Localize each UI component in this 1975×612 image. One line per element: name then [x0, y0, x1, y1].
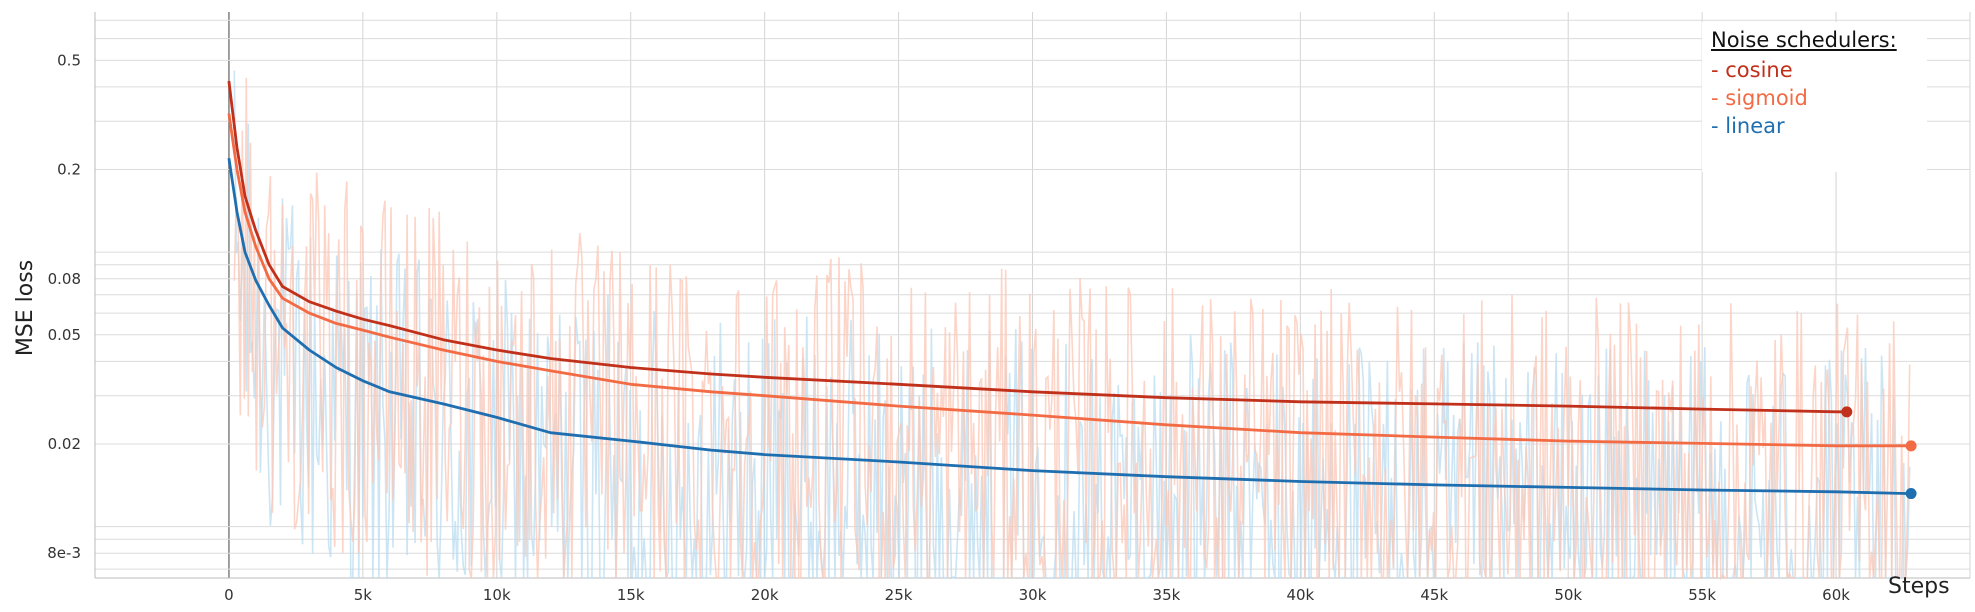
- raw-loss-noise: [233, 70, 1911, 581]
- x-tick-label: 5k: [354, 586, 373, 604]
- series-line-sigmoid: [227, 113, 1912, 448]
- series-line-cosine: [227, 80, 1847, 414]
- legend-item-linear: - linear: [1711, 114, 1785, 138]
- x-tick-label: 0: [224, 586, 234, 604]
- x-tick-label: 60k: [1822, 586, 1850, 604]
- x-tick-label: 15k: [617, 586, 645, 604]
- noise-sigmoid: [233, 77, 1911, 581]
- legend-item-sigmoid: - sigmoid: [1711, 86, 1808, 110]
- series-lines: [227, 80, 1917, 500]
- series-endpoint-linear: [1905, 488, 1917, 500]
- series-line-linear: [227, 157, 1912, 495]
- y-tick-label: 0.08: [48, 270, 81, 288]
- y-tick-label: 0.5: [57, 51, 81, 69]
- y-axis-label: MSE loss: [13, 260, 38, 356]
- noise-linear: [233, 70, 1911, 580]
- legend: Noise schedulers: - cosine - sigmoid - l…: [1702, 22, 1927, 172]
- y-tick-label: 8e-3: [47, 544, 81, 562]
- x-axis-label: Steps: [1888, 574, 1950, 599]
- x-tick-label: 35k: [1153, 586, 1181, 604]
- tick-labels: 0.5 0.2 0.08 0.05 0.02 8e-3 0 5k 10k 15k 20k 25k 30k…: [47, 51, 1850, 604]
- x-tick-label: 30k: [1019, 586, 1047, 604]
- series-endpoint-sigmoid: [1905, 440, 1917, 452]
- legend-title: Noise schedulers:: [1711, 28, 1897, 52]
- x-tick-label: 10k: [483, 586, 511, 604]
- x-tick-label: 45k: [1420, 586, 1448, 604]
- x-tick-label: 25k: [885, 586, 913, 604]
- y-tick-label: 0.05: [48, 326, 81, 344]
- x-tick-label: 20k: [751, 586, 779, 604]
- x-tick-label: 50k: [1554, 586, 1582, 604]
- x-tick-label: 40k: [1286, 586, 1314, 604]
- series-endpoint-cosine: [1841, 406, 1853, 418]
- x-tick-label: 55k: [1688, 586, 1716, 604]
- y-tick-label: 0.2: [57, 161, 81, 179]
- legend-item-cosine: - cosine: [1711, 58, 1793, 82]
- y-tick-label: 0.02: [48, 435, 81, 453]
